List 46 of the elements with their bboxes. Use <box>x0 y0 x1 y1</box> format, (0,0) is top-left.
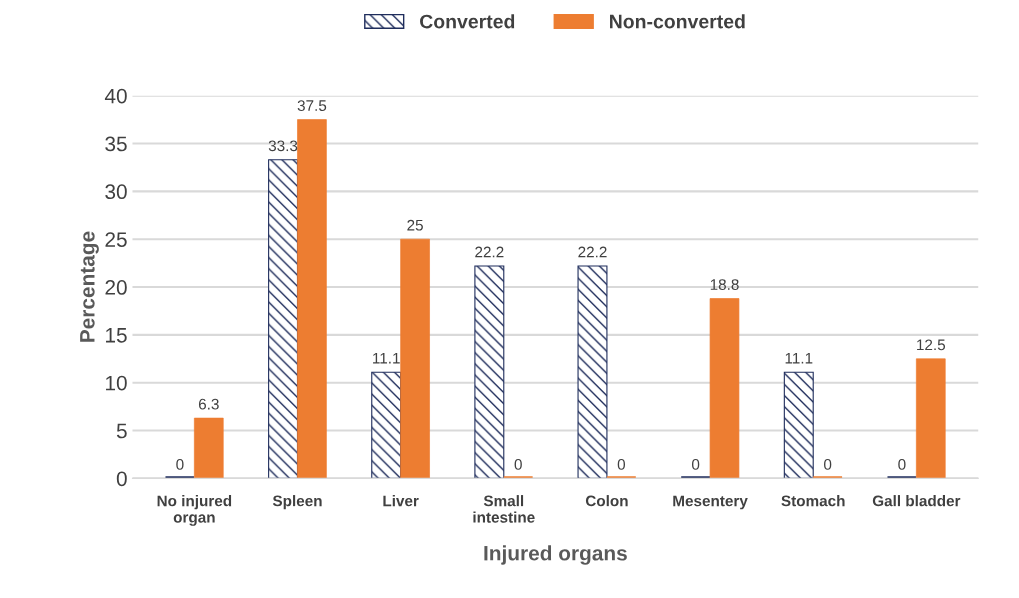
bar <box>371 371 402 479</box>
data-label: 0 <box>617 459 626 470</box>
data-label: 25 <box>407 219 423 231</box>
x-tick-label: Gall bladder <box>872 495 961 507</box>
y-tick-label: 10 <box>106 375 127 391</box>
x-tick-label: Stomach <box>781 495 845 507</box>
data-label: 12.5 <box>917 339 946 351</box>
data-label: 0 <box>824 459 832 470</box>
x-tick-label: No injured organ <box>157 495 232 526</box>
bar <box>268 159 299 479</box>
bar <box>297 119 327 479</box>
bar <box>194 417 224 479</box>
data-label: 11.1 <box>785 352 813 364</box>
x-axis-title: Injured organs <box>484 545 627 565</box>
y-tick-label: 35 <box>105 136 127 152</box>
bar <box>400 238 430 479</box>
bar <box>916 358 946 479</box>
legend-label: Non-converted <box>610 14 745 29</box>
x-tick-label: Spleen <box>272 495 322 510</box>
y-axis-title: Percentage <box>80 231 99 342</box>
data-label: 37.5 <box>297 100 327 112</box>
bar <box>783 371 814 479</box>
legend-label: Converted <box>420 14 515 29</box>
y-tick-label: 0 <box>116 471 127 487</box>
bar <box>577 265 608 479</box>
data-label: 18.8 <box>710 279 739 290</box>
y-tick-label: 15 <box>106 328 127 343</box>
bar <box>474 265 505 479</box>
y-tick-label: 20 <box>105 280 127 295</box>
data-label: 0 <box>898 459 906 470</box>
y-tick-label: 30 <box>105 184 127 200</box>
data-label: 22.2 <box>475 246 504 258</box>
y-tick-label: 25 <box>105 232 127 247</box>
data-label: 0 <box>691 459 700 470</box>
data-label: 0 <box>514 459 522 470</box>
data-label: 6.3 <box>198 398 219 410</box>
data-label: 11.1 <box>373 352 400 364</box>
y-tick-label: 5 <box>116 423 127 439</box>
data-label: 0 <box>176 459 184 470</box>
x-tick-label: Colon <box>585 495 628 507</box>
x-tick-label: Mesentery <box>673 495 748 510</box>
y-tick-label: 40 <box>104 88 127 104</box>
x-tick-label: Small intestine <box>473 495 535 523</box>
bar <box>709 298 740 479</box>
data-label: 22.2 <box>578 246 607 258</box>
x-tick-label: Liver <box>383 495 419 507</box>
